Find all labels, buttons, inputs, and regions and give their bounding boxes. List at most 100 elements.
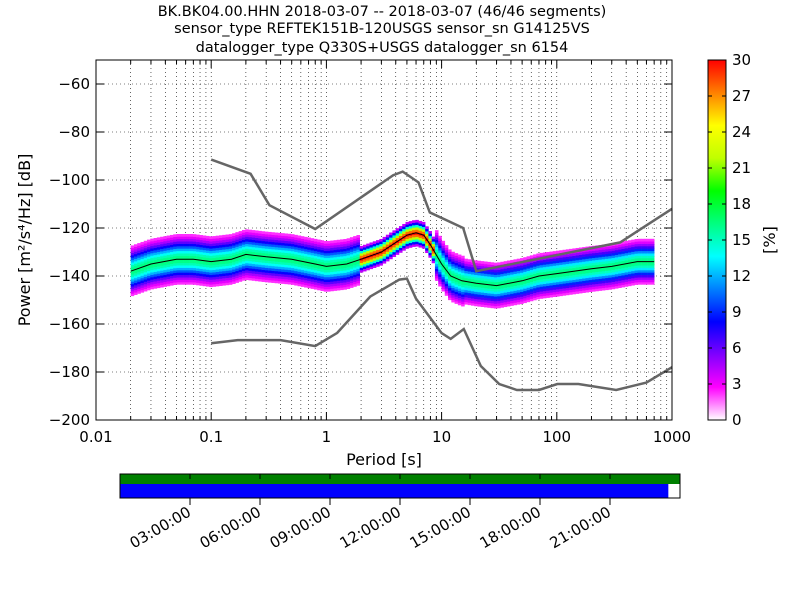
heatmap-cell bbox=[202, 283, 207, 287]
heatmap-cell bbox=[176, 279, 181, 283]
heatmap-cell bbox=[588, 289, 593, 293]
heatmap-cell bbox=[251, 237, 256, 240]
heatmap-cell bbox=[591, 248, 596, 251]
heatmap-cell bbox=[179, 253, 184, 256]
heatmap-cell bbox=[183, 236, 187, 240]
heatmap-cell bbox=[559, 262, 563, 265]
heatmap-cell bbox=[137, 245, 141, 249]
heatmap-cell bbox=[421, 236, 426, 240]
heatmap-cell bbox=[438, 255, 442, 258]
heatmap-cell bbox=[500, 302, 504, 306]
heatmap-cell bbox=[650, 277, 655, 280]
heatmap-cell bbox=[333, 249, 338, 253]
heatmap-cell bbox=[156, 254, 161, 257]
heatmap-cell bbox=[353, 245, 357, 249]
heatmap-cell bbox=[582, 273, 586, 277]
heatmap-cell bbox=[248, 270, 253, 274]
heatmap-cell bbox=[641, 279, 645, 283]
heatmap-cell bbox=[137, 281, 141, 285]
heatmap-cell bbox=[644, 255, 648, 259]
heatmap-cell bbox=[631, 251, 635, 255]
heatmap-cell bbox=[490, 295, 495, 299]
heatmap-cell bbox=[637, 248, 642, 252]
heatmap-cell bbox=[304, 275, 308, 278]
heatmap-cell bbox=[457, 254, 462, 258]
heatmap-cell bbox=[434, 268, 439, 272]
heatmap-cell bbox=[248, 256, 253, 259]
heatmap-cell bbox=[490, 269, 495, 273]
heatmap-cell bbox=[372, 255, 377, 259]
heatmap-cell bbox=[143, 257, 148, 261]
heatmap-cell bbox=[169, 251, 174, 255]
heatmap-cell bbox=[601, 246, 606, 250]
heatmap-cell bbox=[186, 274, 190, 278]
heatmap-cell bbox=[353, 279, 357, 282]
heatmap-cell bbox=[546, 290, 550, 294]
heatmap-cell bbox=[497, 271, 501, 275]
heatmap-cell bbox=[268, 251, 272, 254]
heatmap-cell bbox=[493, 305, 498, 309]
heatmap-cell bbox=[526, 287, 531, 291]
heatmap-cell bbox=[349, 246, 354, 250]
heatmap-cell bbox=[578, 264, 583, 268]
heatmap-cell bbox=[526, 261, 531, 264]
heatmap-cell bbox=[454, 301, 459, 304]
heatmap-cell bbox=[232, 233, 236, 236]
heatmap-cell bbox=[241, 256, 246, 260]
heatmap-cell bbox=[150, 248, 154, 251]
heatmap-cell bbox=[418, 220, 423, 224]
y-tick-label: −80 bbox=[58, 123, 90, 141]
heatmap-cell bbox=[346, 238, 351, 241]
heatmap-cell bbox=[349, 256, 354, 260]
heatmap-cell bbox=[222, 256, 226, 260]
heatmap-cell bbox=[287, 245, 292, 249]
heatmap-cell bbox=[281, 237, 285, 241]
heatmap-cell bbox=[251, 239, 256, 243]
heatmap-cell bbox=[241, 265, 246, 269]
heatmap-cell bbox=[415, 227, 419, 230]
heatmap-cell bbox=[480, 285, 485, 288]
heatmap-cell bbox=[595, 278, 599, 282]
heatmap-cell bbox=[205, 274, 210, 278]
heatmap-cell bbox=[526, 270, 531, 274]
heatmap-cell bbox=[274, 237, 279, 241]
heatmap-cell bbox=[611, 279, 616, 283]
heatmap-cell bbox=[268, 248, 272, 252]
heatmap-cell bbox=[183, 241, 187, 244]
heatmap-cell bbox=[183, 260, 187, 264]
heatmap-cell bbox=[330, 257, 334, 261]
heatmap-cell bbox=[611, 245, 616, 249]
heatmap-cell bbox=[457, 268, 462, 272]
heatmap-cell bbox=[323, 267, 328, 271]
heatmap-cell bbox=[389, 234, 393, 238]
heatmap-cell bbox=[166, 269, 171, 272]
heatmap-cell bbox=[474, 262, 478, 266]
heatmap-cell bbox=[477, 277, 482, 281]
heatmap-cell bbox=[202, 249, 207, 253]
heatmap-cell bbox=[562, 283, 567, 287]
heatmap-cell bbox=[503, 265, 508, 269]
heatmap-cell bbox=[408, 237, 413, 241]
heatmap-cell bbox=[137, 288, 141, 292]
heatmap-cell bbox=[255, 276, 259, 279]
heatmap-cell bbox=[585, 256, 590, 259]
heatmap-cell bbox=[248, 263, 253, 266]
heatmap-cell bbox=[516, 289, 521, 293]
heatmap-cell bbox=[176, 243, 181, 247]
heatmap-cell bbox=[304, 246, 308, 250]
heatmap-cell bbox=[248, 265, 253, 269]
heatmap-cell bbox=[183, 279, 187, 283]
heatmap-cell bbox=[441, 243, 446, 246]
heatmap-cell bbox=[434, 263, 439, 267]
heatmap-cell bbox=[313, 253, 318, 256]
heatmap-cell bbox=[467, 271, 472, 274]
heatmap-cell bbox=[372, 250, 377, 254]
heatmap-cell bbox=[457, 264, 462, 267]
heatmap-cell bbox=[385, 253, 390, 257]
heatmap-cell bbox=[513, 302, 518, 306]
heatmap-cell bbox=[225, 253, 230, 257]
heatmap-cell bbox=[552, 260, 557, 264]
heatmap-cell bbox=[343, 287, 347, 290]
heatmap-cell bbox=[500, 280, 504, 284]
